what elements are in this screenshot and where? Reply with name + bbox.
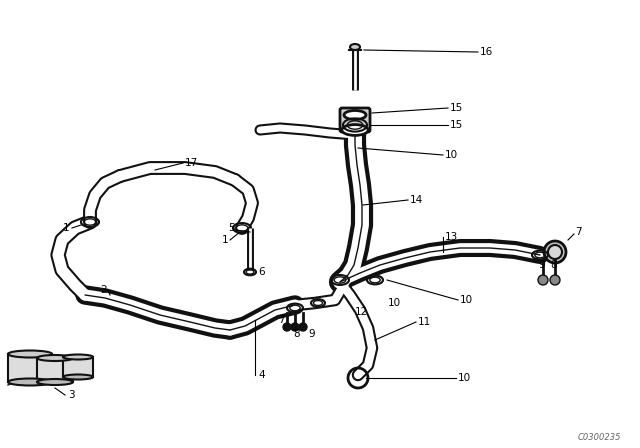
Bar	[8, 354, 52, 382]
Text: 10: 10	[388, 298, 401, 308]
Text: 16: 16	[480, 47, 493, 57]
Text: 6: 6	[258, 267, 264, 277]
Ellipse shape	[37, 355, 73, 361]
Text: 15: 15	[450, 120, 463, 130]
Text: 14: 14	[410, 195, 423, 205]
Text: 7: 7	[575, 227, 582, 237]
Text: 9: 9	[538, 260, 545, 270]
Circle shape	[283, 323, 291, 331]
Circle shape	[291, 323, 299, 331]
Text: 11: 11	[418, 317, 431, 327]
Text: 10: 10	[460, 295, 473, 305]
Text: 5: 5	[228, 223, 235, 233]
Text: 10: 10	[445, 150, 458, 160]
Text: 7: 7	[278, 315, 285, 325]
FancyBboxPatch shape	[340, 108, 370, 132]
Circle shape	[550, 275, 560, 285]
Text: 9: 9	[308, 329, 315, 339]
Ellipse shape	[8, 379, 52, 385]
Ellipse shape	[350, 44, 360, 50]
Text: 17: 17	[185, 158, 198, 168]
Text: 10: 10	[458, 373, 471, 383]
Text: 12: 12	[355, 307, 368, 317]
Ellipse shape	[8, 350, 52, 358]
Text: 3: 3	[68, 390, 75, 400]
Bar	[37, 358, 73, 382]
Ellipse shape	[63, 375, 93, 379]
Ellipse shape	[37, 379, 73, 385]
Text: 1: 1	[222, 235, 228, 245]
Text: 4: 4	[258, 370, 264, 380]
Circle shape	[538, 275, 548, 285]
Text: 8: 8	[293, 329, 300, 339]
Ellipse shape	[344, 111, 366, 120]
Text: C0300235: C0300235	[578, 433, 621, 442]
Ellipse shape	[63, 354, 93, 359]
Ellipse shape	[544, 241, 566, 263]
Text: 13: 13	[445, 232, 458, 242]
Ellipse shape	[342, 125, 368, 135]
Ellipse shape	[548, 245, 562, 259]
Circle shape	[299, 323, 307, 331]
Text: 15: 15	[450, 103, 463, 113]
Text: 8: 8	[550, 260, 557, 270]
Bar	[63, 357, 93, 377]
Text: 2: 2	[100, 285, 107, 295]
Text: 1: 1	[63, 223, 70, 233]
